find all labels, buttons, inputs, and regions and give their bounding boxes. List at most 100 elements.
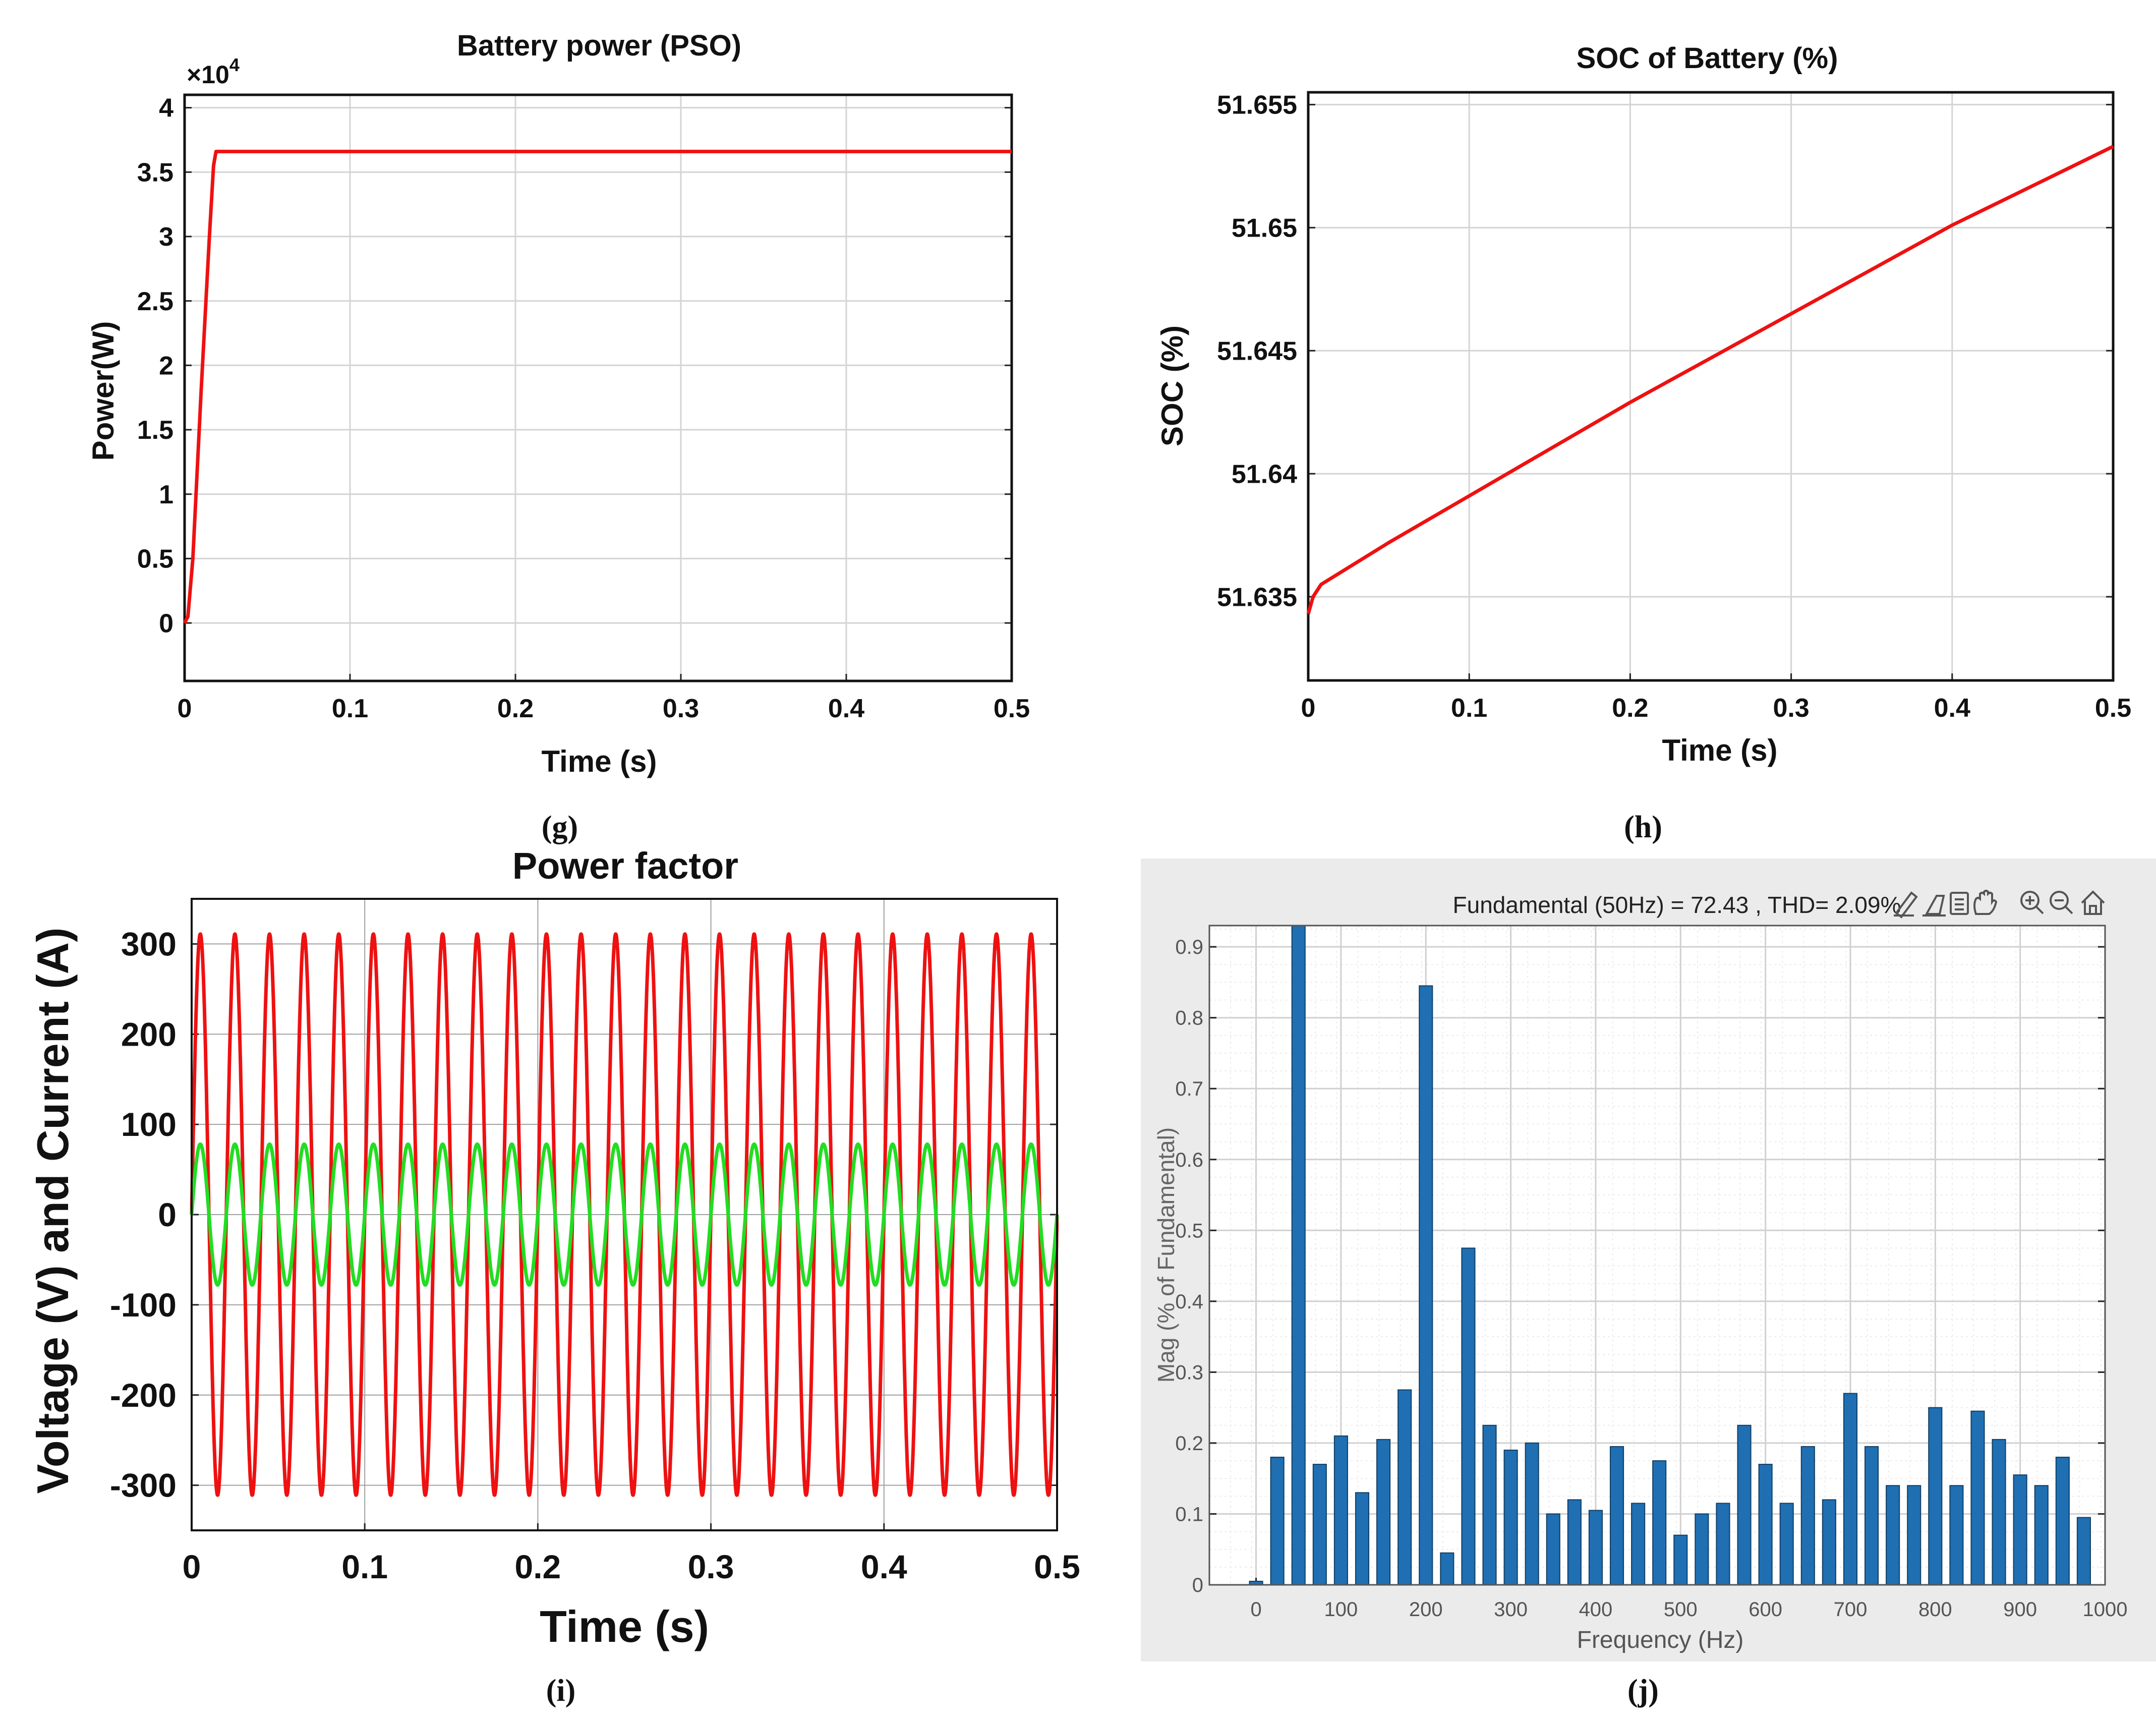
bar xyxy=(1270,1457,1285,1585)
y-tick-label: 0 xyxy=(159,609,173,638)
bar xyxy=(1525,1442,1539,1586)
bar xyxy=(1503,1449,1518,1586)
x-tick-label: 400 xyxy=(1579,1598,1613,1621)
y-tick-label: 0.9 xyxy=(1175,936,1203,958)
x-tick-label: 0.4 xyxy=(1934,694,1970,723)
x-tick-label: 500 xyxy=(1664,1598,1698,1621)
y-tick-label: 51.635 xyxy=(1217,583,1297,612)
pan-icon[interactable] xyxy=(1973,890,1998,915)
bar xyxy=(1567,1499,1582,1585)
y-tick-label: -200 xyxy=(110,1377,177,1414)
y-tick-label: 51.655 xyxy=(1217,91,1297,120)
y-tick-label: 3.5 xyxy=(137,158,173,187)
series-line-1 xyxy=(1306,145,2114,615)
bar xyxy=(1737,1424,1752,1585)
y-tick-label: 0 xyxy=(1192,1574,1203,1596)
bar xyxy=(2013,1474,2027,1586)
bar xyxy=(1928,1407,1943,1586)
home-icon[interactable] xyxy=(2081,890,2105,915)
x-tick-label: 0.5 xyxy=(994,694,1030,723)
bar xyxy=(1886,1485,1900,1585)
x-tick-label: 0.2 xyxy=(1612,694,1648,723)
grid xyxy=(191,899,1058,1530)
x-tick-labels: 0 100 200 300 400 500 600 700 800 900 1000 xyxy=(1250,1598,2127,1621)
bar xyxy=(1461,1247,1476,1586)
brush-icon[interactable] xyxy=(1894,891,1918,919)
bar xyxy=(1482,1424,1497,1585)
x-tick-label: 800 xyxy=(1918,1598,1952,1621)
bar xyxy=(1333,1435,1348,1585)
x-axis-label: Time (s) xyxy=(1662,733,1778,767)
bar xyxy=(1312,1464,1327,1585)
bar xyxy=(1652,1460,1667,1585)
x-tick-label: 0.1 xyxy=(332,694,368,723)
grid xyxy=(1209,926,2106,1586)
chart-title: Fundamental (50Hz) = 72.43 , THD= 2.09% xyxy=(1453,892,1901,918)
x-tick-label: 0 xyxy=(183,1548,201,1585)
plot-frame xyxy=(183,93,1013,682)
bar xyxy=(1609,1446,1624,1586)
y-tick-label: 200 xyxy=(121,1015,177,1053)
bar xyxy=(1800,1446,1815,1586)
y-tick-label: 100 xyxy=(121,1106,177,1143)
series-lines xyxy=(183,149,1012,624)
zoom-in-icon[interactable] xyxy=(2020,891,2044,914)
bar xyxy=(1291,925,1306,1585)
y-tick-label: 0.3 xyxy=(1175,1361,1203,1384)
zoom-out-icon[interactable] xyxy=(2050,891,2073,914)
y-tick-label: 1.5 xyxy=(137,416,173,445)
bar xyxy=(1949,1485,1964,1585)
bar xyxy=(1864,1446,1879,1586)
x-tick-label: 0.3 xyxy=(688,1548,734,1585)
bar xyxy=(1355,1492,1370,1585)
bar xyxy=(1673,1534,1688,1585)
x-tick-label: 600 xyxy=(1749,1598,1782,1621)
plot-frame xyxy=(1307,91,2115,682)
panel-g: Battery power (PSO) 0 0.1 0.2 0.3 0.4 0.5 0 0.… xyxy=(86,29,1030,844)
chart-title: Power factor xyxy=(512,845,738,887)
y-tick-label: 0.5 xyxy=(137,545,173,574)
y-tick-labels: 0 0.1 0.2 0.3 0.4 0.5 0.6 0.7 0.8 0.9 xyxy=(1175,936,1203,1596)
y-tick-label: 51.65 xyxy=(1232,214,1297,243)
x-tick-labels: 0 0.1 0.2 0.3 0.4 0.5 xyxy=(178,694,1030,723)
y-tick-label: 0.7 xyxy=(1175,1078,1203,1100)
series-line-1 xyxy=(183,149,1012,624)
x-tick-label: 0.3 xyxy=(1773,694,1809,723)
bar xyxy=(1397,1389,1412,1585)
y-tick-label: -300 xyxy=(110,1467,177,1504)
x-tick-label: 300 xyxy=(1494,1598,1528,1621)
bar xyxy=(1970,1410,1985,1586)
bar xyxy=(2076,1517,2091,1586)
y-tick-label: 0.2 xyxy=(1175,1432,1203,1455)
y-tick-label: 0.5 xyxy=(1175,1220,1203,1242)
y-tick-label: 3 xyxy=(159,222,173,252)
x-tick-label: 200 xyxy=(1409,1598,1443,1621)
bar xyxy=(1907,1485,1921,1585)
x-tick-labels: 0 0.1 0.2 0.3 0.4 0.5 xyxy=(183,1548,1080,1585)
bar xyxy=(2034,1485,2049,1585)
grid xyxy=(1307,92,2114,680)
panel-caption: (g) xyxy=(542,810,578,844)
bar xyxy=(1419,985,1433,1585)
series-lines xyxy=(190,932,1059,1497)
data-tip-icon[interactable] xyxy=(1950,892,1969,915)
panel-h: SOC of Battery (%) 0 0.1 0.2 0.3 0.4 0.5 51.6… xyxy=(1155,42,2131,844)
y-tick-label: 4 xyxy=(159,94,173,123)
bar xyxy=(1758,1464,1773,1585)
chart-title: Battery power (PSO) xyxy=(457,29,741,62)
y-tick-labels: 51.635 51.64 51.645 51.65 51.655 xyxy=(1217,91,1297,612)
bar xyxy=(1779,1503,1794,1586)
x-tick-label: 1000 xyxy=(2083,1598,2128,1621)
y-tick-labels: 0 0.5 1 1.5 2 2.5 3 3.5 4 xyxy=(137,94,173,639)
x-tick-label: 100 xyxy=(1324,1598,1358,1621)
y-axis-label: SOC (%) xyxy=(1155,325,1189,446)
x-tick-label: 0 xyxy=(1301,694,1316,723)
x-tick-label: 0.4 xyxy=(861,1548,907,1585)
x-tick-label: 0.1 xyxy=(341,1548,388,1585)
panel-j: 0 100 200 300 400 500 600 700 800 900 1000 0 0.1 0.2… xyxy=(1141,858,2156,1708)
erase-icon[interactable] xyxy=(1922,895,1946,916)
exponent-label: ×104 xyxy=(187,54,240,89)
bar xyxy=(1695,1513,1709,1586)
x-tick-label: 0.5 xyxy=(2095,694,2131,723)
chart-title: SOC of Battery (%) xyxy=(1577,42,1838,75)
